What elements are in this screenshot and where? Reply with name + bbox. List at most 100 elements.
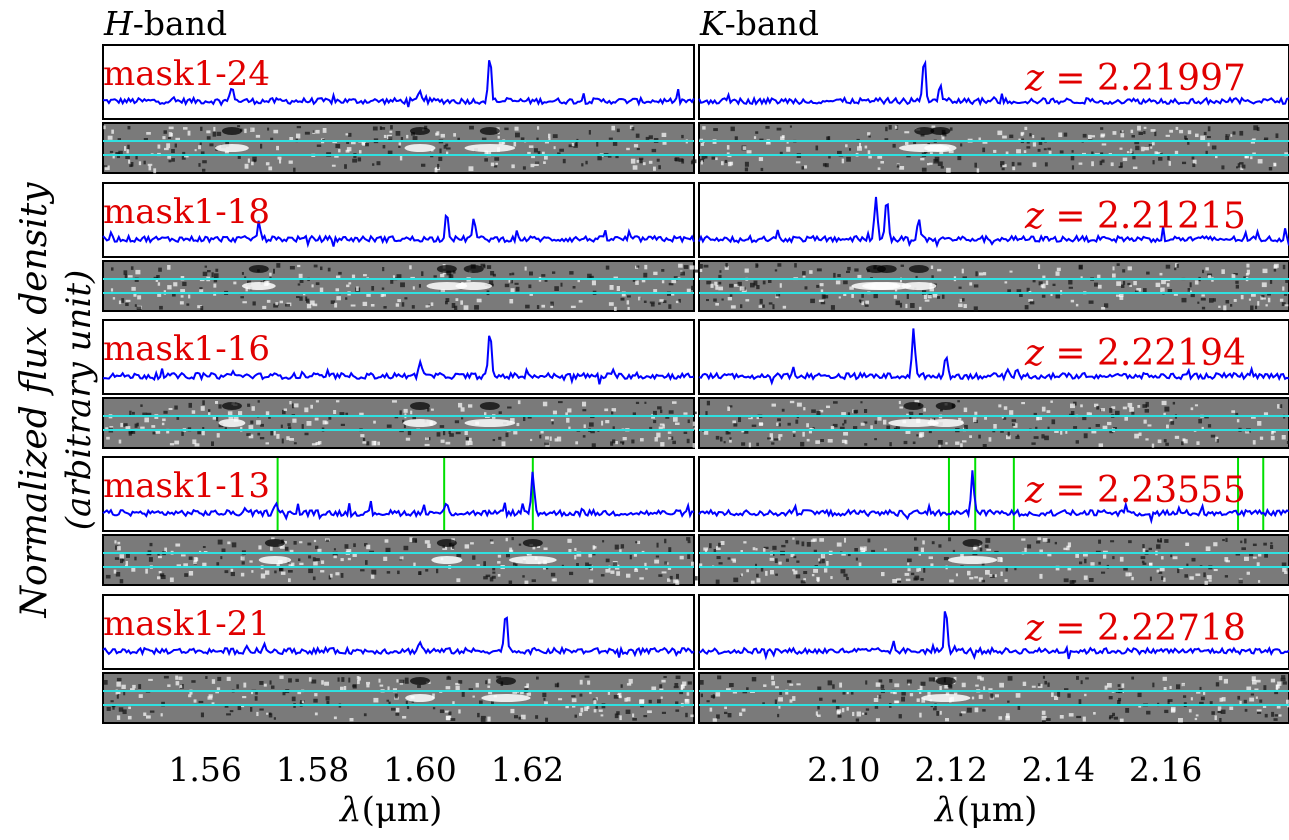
h-band-letter: H	[104, 4, 133, 43]
image-noise	[969, 577, 974, 580]
image-noise	[293, 442, 297, 445]
image-noise	[1007, 676, 1013, 681]
image-noise	[567, 538, 572, 543]
image-emission	[405, 694, 435, 702]
image-noise	[1181, 441, 1184, 446]
image-noise	[333, 548, 336, 551]
image-noise	[553, 578, 557, 582]
image-noise	[396, 274, 402, 279]
image-noise	[103, 680, 108, 685]
image-noise	[403, 408, 408, 413]
image-noise	[314, 693, 318, 697]
image-noise	[1189, 282, 1192, 288]
image-noise	[730, 305, 736, 309]
image-noise	[759, 138, 764, 142]
image-noise	[1122, 157, 1128, 162]
image-noise	[1243, 699, 1247, 704]
image-noise	[1037, 537, 1042, 541]
image-noise	[472, 555, 476, 560]
image-noise	[1169, 129, 1174, 133]
image-noise	[1078, 699, 1082, 705]
image-noise	[243, 682, 247, 688]
image-noise	[904, 131, 910, 134]
image-noise	[1230, 304, 1233, 307]
image-noise	[897, 580, 902, 583]
image-noise	[1094, 403, 1099, 408]
image-noise	[296, 133, 301, 139]
image-noise	[366, 292, 371, 297]
image-noise	[202, 400, 205, 406]
image-noise	[656, 542, 659, 548]
image-noise	[1056, 267, 1061, 272]
image-noise	[827, 439, 833, 443]
image-noise	[714, 281, 718, 286]
image-noise	[1172, 556, 1178, 560]
image-noise	[1200, 135, 1206, 141]
image-noise	[297, 691, 302, 695]
image-noise	[1264, 552, 1268, 558]
image-noise	[610, 441, 614, 446]
image-noise	[1112, 131, 1117, 135]
image-noise	[1104, 685, 1108, 690]
image-noise	[752, 547, 756, 551]
image-noise	[306, 421, 312, 426]
image-noise	[522, 166, 526, 170]
image-negative	[495, 677, 516, 685]
image-noise	[125, 299, 131, 302]
image-noise	[319, 287, 324, 293]
image-noise	[962, 276, 967, 279]
image-noise	[830, 576, 833, 580]
image-noise	[1197, 301, 1200, 304]
x-tick-label: 1.62	[490, 750, 565, 789]
image-noise	[1263, 412, 1269, 416]
image-noise	[789, 400, 795, 404]
image-noise	[1090, 562, 1095, 566]
image-noise	[939, 686, 942, 691]
spectrum-frame	[102, 44, 695, 120]
image-emission	[404, 144, 436, 152]
image-noise	[250, 420, 254, 424]
image-noise	[634, 566, 637, 570]
image-noise	[827, 680, 833, 686]
image-noise	[468, 441, 473, 445]
image-noise	[313, 539, 317, 543]
image-noise	[395, 131, 401, 136]
image-noise	[192, 439, 197, 445]
image-noise	[667, 431, 672, 434]
h-band-suffix: -band	[132, 4, 228, 43]
image-noise	[560, 282, 563, 287]
image-noise	[274, 570, 277, 574]
image-noise	[498, 436, 502, 440]
spectrum-series	[698, 328, 1289, 386]
image-noise	[826, 561, 829, 566]
image-noise	[947, 684, 952, 688]
image-noise	[225, 141, 230, 146]
image-noise	[608, 302, 614, 306]
image-noise	[1262, 268, 1268, 274]
image-noise	[214, 273, 219, 279]
image-noise	[1164, 709, 1169, 714]
image-noise	[815, 145, 819, 151]
spectrum-2d-image	[698, 260, 1289, 312]
redshift-value: = 2.23555	[1043, 470, 1246, 511]
image-noise	[115, 572, 121, 577]
image-noise	[679, 690, 684, 695]
image-noise	[744, 167, 749, 172]
image-noise	[1128, 540, 1132, 544]
image-noise	[549, 436, 552, 441]
image-noise	[281, 438, 284, 444]
image-noise	[801, 541, 805, 547]
image-noise	[720, 541, 725, 545]
image-noise	[1217, 706, 1222, 711]
image-noise	[260, 143, 263, 149]
image-noise	[498, 141, 504, 145]
image-noise	[960, 553, 964, 557]
image-noise	[602, 540, 605, 543]
image-noise	[445, 143, 449, 147]
image-noise	[847, 266, 851, 271]
image-noise	[661, 571, 667, 574]
image-noise	[713, 298, 717, 302]
image-noise	[1051, 419, 1056, 425]
image-noise	[104, 165, 110, 171]
image-noise	[1225, 537, 1228, 543]
